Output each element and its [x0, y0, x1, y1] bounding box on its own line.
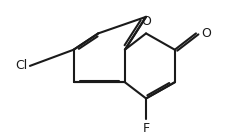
Text: O: O: [201, 27, 211, 40]
Text: O: O: [141, 15, 150, 28]
Text: F: F: [142, 122, 149, 135]
Text: Cl: Cl: [15, 59, 27, 72]
